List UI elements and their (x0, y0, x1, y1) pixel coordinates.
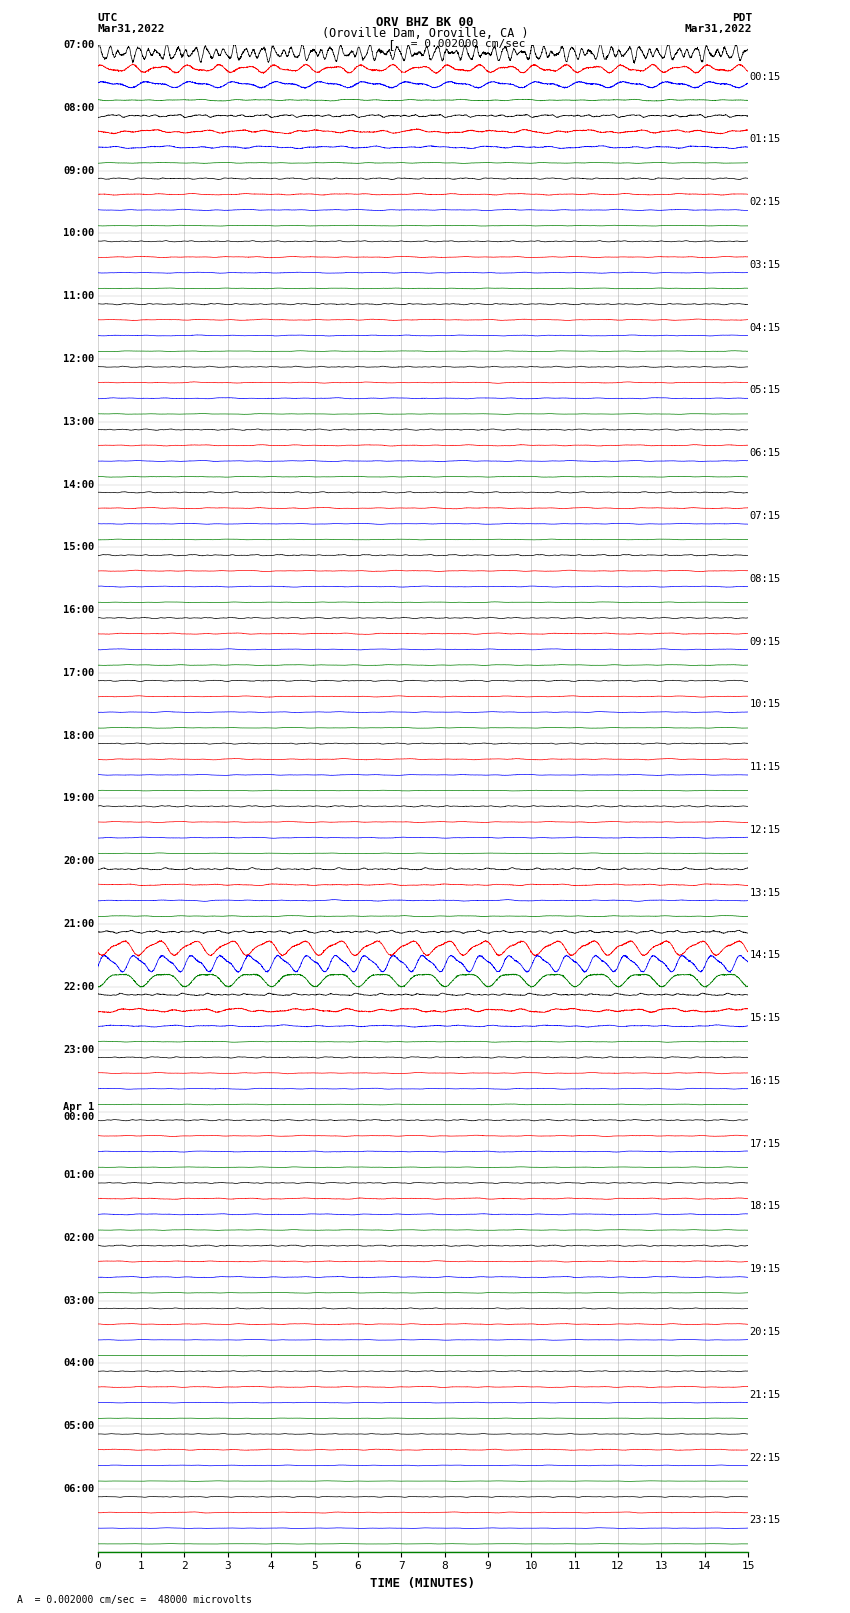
Text: 06:15: 06:15 (750, 448, 780, 458)
Text: 23:00: 23:00 (63, 1045, 94, 1055)
Text: 02:00: 02:00 (63, 1232, 94, 1244)
Text: 15:00: 15:00 (63, 542, 94, 552)
Text: UTC: UTC (98, 13, 118, 23)
Text: 03:00: 03:00 (63, 1295, 94, 1305)
Text: A  = 0.002000 cm/sec =  48000 microvolts: A = 0.002000 cm/sec = 48000 microvolts (17, 1595, 252, 1605)
Text: 20:00: 20:00 (63, 857, 94, 866)
Text: 07:15: 07:15 (750, 511, 780, 521)
Text: 11:15: 11:15 (750, 761, 780, 773)
Text: 01:15: 01:15 (750, 134, 780, 144)
Text: 10:00: 10:00 (63, 229, 94, 239)
Text: 14:00: 14:00 (63, 479, 94, 490)
Text: 23:15: 23:15 (750, 1515, 780, 1526)
Text: 22:00: 22:00 (63, 982, 94, 992)
Text: 07:00: 07:00 (63, 40, 94, 50)
Text: 13:15: 13:15 (750, 887, 780, 897)
Text: 17:00: 17:00 (63, 668, 94, 677)
Text: 06:00: 06:00 (63, 1484, 94, 1494)
Text: 14:15: 14:15 (750, 950, 780, 960)
Text: 22:15: 22:15 (750, 1453, 780, 1463)
Text: 12:00: 12:00 (63, 353, 94, 365)
Text: = 0.002000 cm/sec: = 0.002000 cm/sec (404, 39, 525, 48)
Text: 13:00: 13:00 (63, 416, 94, 427)
Text: 16:15: 16:15 (750, 1076, 780, 1086)
Text: 08:15: 08:15 (750, 574, 780, 584)
Text: 10:15: 10:15 (750, 700, 780, 710)
Text: 19:15: 19:15 (750, 1265, 780, 1274)
Text: 05:15: 05:15 (750, 386, 780, 395)
Text: 08:00: 08:00 (63, 103, 94, 113)
Text: 16:00: 16:00 (63, 605, 94, 615)
Text: Mar31,2022: Mar31,2022 (98, 24, 165, 34)
Text: 02:15: 02:15 (750, 197, 780, 206)
Text: 09:00: 09:00 (63, 166, 94, 176)
Text: 19:00: 19:00 (63, 794, 94, 803)
Text: 00:15: 00:15 (750, 71, 780, 82)
Text: Apr 1: Apr 1 (63, 1102, 94, 1113)
Text: [: [ (388, 39, 394, 52)
X-axis label: TIME (MINUTES): TIME (MINUTES) (371, 1578, 475, 1590)
Text: 05:00: 05:00 (63, 1421, 94, 1431)
Text: 21:00: 21:00 (63, 919, 94, 929)
Text: 04:15: 04:15 (750, 323, 780, 332)
Text: 11:00: 11:00 (63, 292, 94, 302)
Text: 21:15: 21:15 (750, 1390, 780, 1400)
Text: (Oroville Dam, Oroville, CA ): (Oroville Dam, Oroville, CA ) (321, 27, 529, 40)
Text: 01:00: 01:00 (63, 1169, 94, 1181)
Text: 18:00: 18:00 (63, 731, 94, 740)
Text: 15:15: 15:15 (750, 1013, 780, 1023)
Text: Mar31,2022: Mar31,2022 (685, 24, 752, 34)
Text: 20:15: 20:15 (750, 1327, 780, 1337)
Text: 18:15: 18:15 (750, 1202, 780, 1211)
Text: 03:15: 03:15 (750, 260, 780, 269)
Text: 00:00: 00:00 (63, 1113, 94, 1123)
Text: 17:15: 17:15 (750, 1139, 780, 1148)
Text: 09:15: 09:15 (750, 637, 780, 647)
Text: 12:15: 12:15 (750, 824, 780, 836)
Text: ORV BHZ BK 00: ORV BHZ BK 00 (377, 16, 473, 29)
Text: 04:00: 04:00 (63, 1358, 94, 1368)
Text: PDT: PDT (732, 13, 752, 23)
